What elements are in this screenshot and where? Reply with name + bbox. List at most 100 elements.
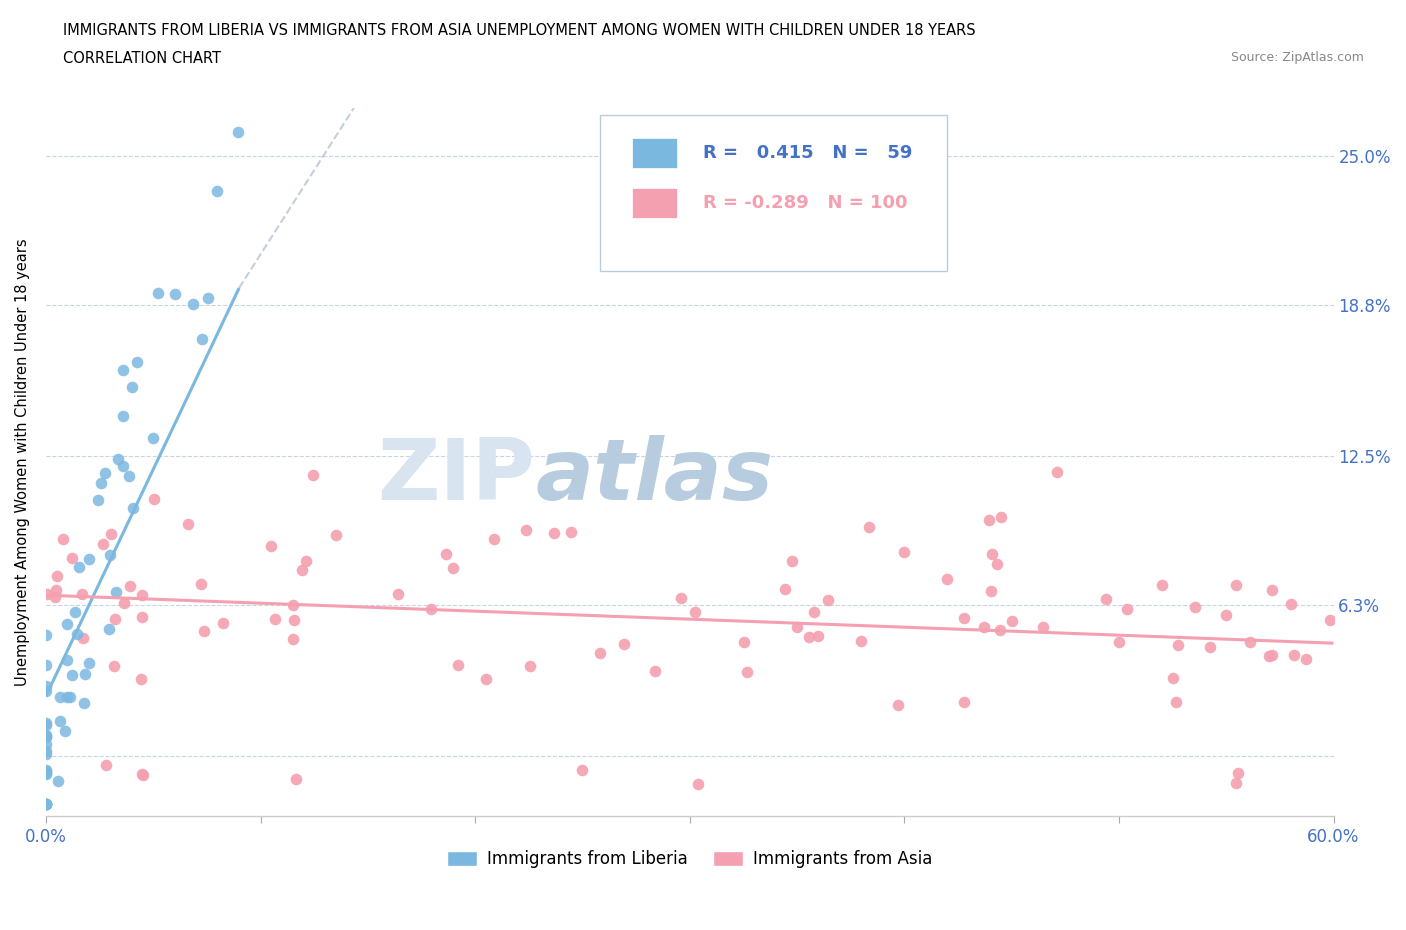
Point: [35, 716, 58, 731]
Point: [780, 554, 803, 569]
Point: [1239, 635, 1261, 650]
Point: [72, 631, 94, 645]
Point: [1161, 671, 1184, 685]
Point: [35, 763, 58, 777]
Point: [35, 658, 58, 673]
Point: [817, 592, 839, 607]
Point: [980, 584, 1002, 599]
Text: R = -0.289   N = 100: R = -0.289 N = 100: [703, 193, 907, 212]
Legend: Immigrants from Liberia, Immigrants from Asia: Immigrants from Liberia, Immigrants from…: [447, 850, 932, 868]
Point: [988, 622, 1011, 637]
Point: [1261, 647, 1284, 662]
Point: [191, 332, 214, 347]
Point: [148, 286, 170, 300]
Point: [35, 587, 58, 602]
Point: [283, 597, 305, 612]
FancyBboxPatch shape: [631, 188, 676, 218]
Point: [53, 724, 76, 738]
Point: [131, 766, 153, 781]
Point: [177, 516, 200, 531]
Y-axis label: Unemployment Among Women with Children Under 18 years: Unemployment Among Women with Children U…: [15, 238, 30, 685]
Point: [35, 628, 58, 643]
Point: [44, 590, 66, 604]
Point: [990, 510, 1012, 525]
Point: [986, 557, 1008, 572]
Point: [163, 286, 186, 301]
Point: [1282, 647, 1305, 662]
Point: [90, 475, 112, 490]
Point: [94, 465, 117, 480]
Point: [181, 297, 204, 312]
Point: [560, 525, 582, 539]
Point: [281, 631, 304, 646]
Point: [669, 591, 692, 605]
Point: [73, 696, 96, 711]
FancyBboxPatch shape: [631, 139, 676, 168]
Point: [35, 796, 58, 811]
Point: [589, 645, 612, 660]
Point: [735, 664, 758, 679]
Point: [1166, 695, 1188, 710]
Point: [226, 125, 249, 140]
Point: [131, 768, 153, 783]
Point: [484, 531, 506, 546]
Point: [112, 458, 135, 473]
Point: [936, 572, 959, 587]
Point: [284, 772, 307, 787]
Point: [86, 492, 108, 507]
Point: [858, 520, 880, 535]
Point: [1046, 464, 1069, 479]
Point: [1279, 596, 1302, 611]
Point: [143, 492, 166, 507]
Point: [851, 633, 873, 648]
Point: [35, 679, 58, 694]
Point: [131, 587, 153, 602]
Point: [644, 663, 666, 678]
Point: [35, 766, 58, 781]
Point: [973, 619, 995, 634]
Point: [94, 757, 117, 772]
Point: [91, 537, 114, 551]
Point: [56, 617, 79, 631]
Point: [1032, 619, 1054, 634]
Text: Source: ZipAtlas.com: Source: ZipAtlas.com: [1230, 51, 1364, 64]
Point: [35, 684, 58, 698]
Point: [118, 469, 141, 484]
Point: [212, 616, 235, 631]
FancyBboxPatch shape: [599, 115, 948, 271]
Point: [100, 526, 122, 541]
Point: [1225, 578, 1247, 593]
Point: [58, 689, 80, 704]
Point: [264, 611, 287, 626]
Point: [1226, 765, 1249, 780]
Point: [35, 796, 58, 811]
Point: [45, 583, 67, 598]
Point: [515, 523, 537, 538]
Point: [122, 501, 145, 516]
Point: [1261, 582, 1284, 597]
Point: [197, 290, 219, 305]
Point: [283, 613, 305, 628]
Point: [49, 714, 72, 729]
Point: [977, 512, 1000, 527]
Point: [893, 545, 915, 560]
Point: [1215, 607, 1237, 622]
Point: [65, 604, 87, 619]
Point: [205, 183, 228, 198]
Point: [62, 668, 84, 683]
Point: [387, 587, 409, 602]
Point: [953, 610, 976, 625]
Point: [52, 532, 75, 547]
Point: [952, 695, 974, 710]
Point: [107, 452, 129, 467]
Point: [103, 658, 125, 673]
Point: [60, 551, 83, 565]
Point: [35, 729, 58, 744]
Point: [77, 656, 100, 671]
Point: [35, 718, 58, 733]
Point: [98, 621, 121, 636]
Point: [807, 629, 830, 644]
Point: [260, 538, 283, 553]
Point: [1295, 651, 1317, 666]
Point: [1001, 614, 1024, 629]
